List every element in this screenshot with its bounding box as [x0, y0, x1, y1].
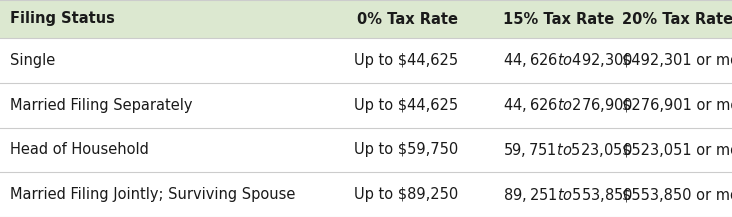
- Text: $59,751 to $523,050: $59,751 to $523,050: [503, 141, 632, 159]
- Bar: [0, 83, 732, 128]
- Text: Up to $44,625: Up to $44,625: [354, 98, 458, 113]
- Bar: [0, 172, 732, 217]
- Text: $44,626 to $492,300: $44,626 to $492,300: [503, 51, 633, 69]
- Text: $492,301 or more: $492,301 or more: [622, 53, 732, 68]
- Text: Single: Single: [10, 53, 55, 68]
- Text: Head of Household: Head of Household: [10, 142, 149, 157]
- Text: Filing Status: Filing Status: [10, 12, 115, 26]
- Bar: [0, 0, 732, 38]
- Text: Married Filing Jointly; Surviving Spouse: Married Filing Jointly; Surviving Spouse: [10, 187, 296, 202]
- Text: 20% Tax Rate: 20% Tax Rate: [622, 12, 732, 26]
- Bar: [0, 38, 732, 83]
- Text: $523,051 or more: $523,051 or more: [622, 142, 732, 157]
- Text: Up to $89,250: Up to $89,250: [354, 187, 458, 202]
- Text: $276,901 or more: $276,901 or more: [622, 98, 732, 113]
- Text: $89,251 to $553,850: $89,251 to $553,850: [503, 186, 633, 204]
- Text: 0% Tax Rate: 0% Tax Rate: [357, 12, 458, 26]
- Text: Up to $59,750: Up to $59,750: [354, 142, 458, 157]
- Bar: [0, 128, 732, 172]
- Text: 15% Tax Rate: 15% Tax Rate: [503, 12, 614, 26]
- Text: Married Filing Separately: Married Filing Separately: [10, 98, 193, 113]
- Text: $553,850 or more: $553,850 or more: [622, 187, 732, 202]
- Text: $44,626 to $276,900: $44,626 to $276,900: [503, 96, 633, 114]
- Text: Up to $44,625: Up to $44,625: [354, 53, 458, 68]
